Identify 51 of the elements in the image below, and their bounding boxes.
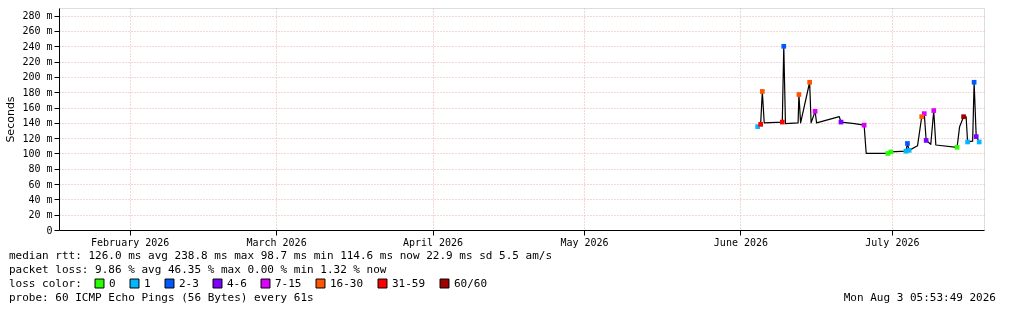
- y-tick-label: 100 m: [22, 147, 53, 159]
- point: [781, 43, 787, 49]
- y-tick-label: 20 m: [28, 209, 53, 221]
- legend-label: 31-59: [392, 276, 426, 290]
- point: [965, 139, 970, 145]
- legend-label: 2-3: [179, 276, 199, 290]
- y-tick-label: 280 m: [22, 10, 53, 22]
- x-tick-label: July 2026: [865, 236, 920, 248]
- legend-label: 0: [109, 276, 116, 290]
- text: packet loss: 9.86 % avg 46.35 % max 0.00 % min 1.32 % now: [9, 263, 387, 276]
- y-tick-label: 160 m: [22, 102, 53, 114]
- point: [905, 141, 910, 146]
- y-tick-label: 180 m: [22, 86, 53, 98]
- x-tick-label: April 2026: [402, 236, 464, 248]
- y-tick-label: 40 m: [28, 193, 53, 205]
- point: [971, 79, 977, 85]
- y-tick-label: 240 m: [22, 40, 53, 52]
- y-tick-label: 0: [46, 224, 53, 236]
- legend-label: 16-30: [330, 276, 364, 290]
- y-tick-label: 140 m: [22, 117, 53, 129]
- legend-label: 60/60: [454, 276, 488, 290]
- text: Mon Aug 3 05:53:49 2026: [843, 291, 996, 304]
- point: [759, 89, 765, 94]
- x-tick-label: May 2026: [560, 236, 609, 248]
- point: [812, 109, 818, 114]
- legend-label: 4-6: [227, 276, 247, 290]
- point: [961, 114, 966, 120]
- point: [973, 134, 979, 139]
- y-tick-label: 60 m: [28, 178, 53, 190]
- point: [919, 114, 925, 120]
- point: [796, 92, 802, 97]
- x-tick-label: March 2026: [246, 236, 307, 248]
- x-tick-label: June 2026: [713, 236, 769, 248]
- text: probe: 60 ICMP Echo Pings (56 Bytes) every 61s: [9, 291, 314, 304]
- point: [779, 119, 785, 125]
- y-tick-label: 220 m: [22, 56, 53, 68]
- point: [931, 108, 937, 113]
- text: median rtt: 126.0 ms avg 238.8 ms max 98.7 ms min 114.6 ms now 22.9 ms sd 5.5 am/s: [9, 249, 553, 262]
- point: [807, 79, 812, 85]
- y-tick-label: 200 m: [22, 71, 53, 83]
- y-tick-label: 120 m: [22, 132, 53, 144]
- y-tick-label: 80 m: [28, 163, 53, 175]
- point: [923, 138, 929, 143]
- legend-label: 1: [144, 276, 151, 290]
- y-axis-title: Seconds: [4, 96, 18, 143]
- y-tick-label: 260 m: [22, 25, 53, 37]
- point: [976, 139, 982, 145]
- legend-label: 7-15: [275, 276, 302, 290]
- x-tick-label: February 2026: [91, 236, 170, 248]
- point: [954, 144, 960, 150]
- legend-title: loss color:: [9, 277, 82, 290]
